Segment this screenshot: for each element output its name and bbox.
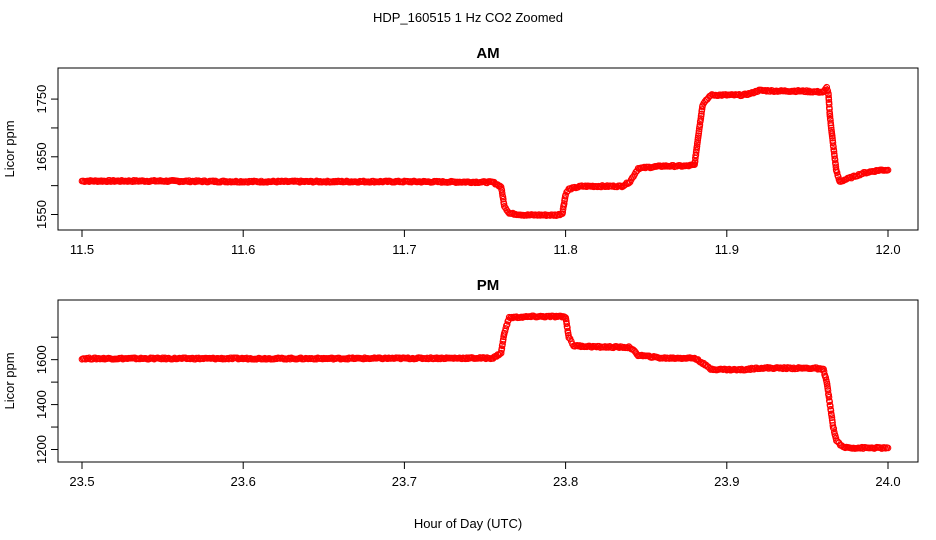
am-x-tick-label: 11.8: [553, 242, 577, 257]
pm-x-tick-label: 23.7: [392, 474, 417, 489]
pm-data-point: [563, 320, 571, 328]
am-x-tick-label: 11.5: [70, 242, 94, 257]
pm-data-point: [285, 354, 293, 362]
am-data-point: [803, 87, 810, 95]
am-data-point: [827, 122, 835, 129]
am-x-tick-label: 12.0: [875, 242, 900, 257]
am-data-point: [603, 182, 611, 189]
am-data-point: [698, 110, 705, 118]
pm-data-point: [764, 364, 771, 371]
am-data-point: [831, 152, 838, 160]
am-data-point: [383, 177, 390, 185]
pm-x-tick-label: 24.0: [875, 474, 900, 489]
pm-data-point: [476, 354, 484, 361]
pm-data-point: [573, 341, 581, 349]
pm-y-tick-label: 1400: [34, 390, 49, 419]
pm-y-axis-label: Licor ppm: [2, 352, 17, 409]
am-data-points: [78, 83, 892, 219]
am-x-tick-label: 11.9: [715, 242, 739, 257]
pm-data-point: [858, 443, 866, 451]
am-data-point: [560, 200, 568, 207]
am-x-tick-label: 11.6: [231, 242, 255, 257]
pm-data-point: [828, 414, 836, 422]
am-y-tick-label: 1750: [34, 85, 49, 114]
am-data-point: [831, 156, 839, 164]
pm-data-point: [161, 354, 169, 362]
pm-data-point: [825, 393, 833, 401]
pm-data-point: [545, 312, 553, 320]
am-panel: AM 11.5 11.6 11.7 11.8 11.9 12.0 1550 1650 1750 Li…: [2, 45, 919, 257]
pm-panel-title: PM: [477, 277, 500, 294]
pm-x-tick-label: 23.9: [714, 474, 739, 489]
am-data-point: [551, 211, 559, 219]
am-data-point: [498, 189, 506, 197]
am-data-point: [499, 195, 507, 203]
am-data-point: [602, 183, 610, 190]
pm-plot-frame: [57, 299, 919, 463]
pm-data-points: [78, 312, 892, 452]
am-data-point: [829, 139, 837, 147]
pm-data-point: [744, 366, 752, 373]
am-data-point: [696, 121, 704, 129]
am-data-point: [824, 87, 832, 95]
am-y-tick-label: 1550: [34, 200, 49, 229]
pm-data-point: [497, 349, 505, 357]
am-data-point: [830, 147, 838, 155]
pm-data-point: [565, 331, 572, 339]
am-data-point: [695, 127, 703, 135]
pm-data-point: [857, 444, 865, 452]
am-data-point: [695, 130, 703, 137]
pm-data-point: [832, 434, 840, 442]
am-data-point: [833, 169, 841, 177]
pm-data-point: [826, 402, 834, 410]
pm-data-point: [503, 321, 511, 328]
am-data-point: [825, 100, 833, 108]
pm-data-point: [828, 412, 835, 419]
pm-y-tick-label: 1600: [34, 345, 49, 374]
am-panel-title: AM: [476, 45, 499, 62]
pm-data-point: [462, 355, 469, 363]
pm-data-point: [826, 398, 834, 406]
pm-data-point: [789, 365, 796, 373]
am-plot-frame: [57, 67, 919, 231]
pm-x-tick-label: 23.8: [553, 474, 578, 489]
am-data-point: [884, 166, 892, 174]
pm-y-tick-label: 1200: [34, 435, 49, 464]
pm-data-point: [877, 444, 884, 452]
am-data-point: [823, 83, 831, 91]
am-data-point: [500, 200, 508, 208]
pm-data-point: [822, 374, 830, 381]
pm-x-tick-label: 23.5: [69, 474, 94, 489]
am-data-point: [192, 177, 200, 184]
am-data-point: [826, 112, 834, 120]
pm-data-point: [502, 325, 510, 332]
x-axis-label: Hour of Day (UTC): [414, 516, 522, 531]
am-data-point: [830, 143, 837, 151]
am-data-point: [692, 151, 700, 159]
am-data-point: [563, 188, 571, 196]
pm-x-tick-label: 23.6: [231, 474, 256, 489]
am-data-point: [825, 96, 833, 103]
pm-data-point: [498, 345, 506, 352]
am-x-tick-label: 11.7: [392, 242, 416, 257]
am-data-point: [829, 134, 836, 142]
am-data-point: [623, 179, 630, 187]
pm-data-point: [745, 365, 753, 372]
pm-panel: PM 23.5 23.6 23.7 23.8 23.9 24.0 1200 1400 1600 Li…: [2, 277, 919, 489]
pm-data-point: [499, 335, 507, 343]
am-y-tick-label: 1650: [34, 142, 49, 171]
am-data-point: [698, 106, 706, 113]
pm-data-point: [827, 407, 835, 415]
pm-data-point: [737, 366, 744, 374]
pm-data-point: [884, 444, 892, 452]
pm-data-point: [824, 387, 832, 394]
am-data-point: [124, 178, 132, 185]
am-data-point: [825, 91, 832, 99]
pm-data-point: [829, 422, 837, 429]
figure-title: HDP_160515 1 Hz CO2 Zoomed: [373, 10, 563, 25]
am-data-point: [697, 115, 705, 122]
am-y-axis-label: Licor ppm: [2, 120, 17, 177]
am-data-point: [693, 142, 701, 150]
